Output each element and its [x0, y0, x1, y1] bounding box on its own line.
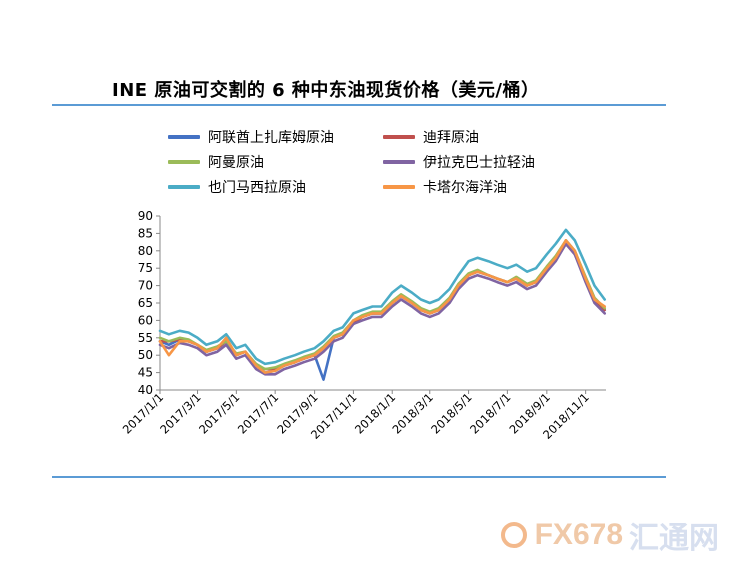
y-tick-label: 70	[138, 279, 153, 293]
series-line-5	[158, 228, 607, 366]
legend-item-3: 阿曼原油	[168, 152, 264, 172]
y-tick-label: 90	[138, 209, 153, 223]
x-tick-label: 2018/7/1	[467, 390, 513, 436]
chart-title: INE 原油可交割的 6 种中东油现货价格（美元/桶）	[112, 80, 540, 101]
y-tick-label: 40	[138, 383, 153, 397]
title-divider	[52, 104, 666, 106]
legend-item-1: 阿联酋上扎库姆原油	[168, 127, 334, 147]
legend-label-5: 也门马西拉原油	[208, 180, 306, 196]
y-tick-label: 65	[138, 296, 153, 310]
y-tick-label: 50	[138, 348, 153, 362]
legend-swatch-2	[383, 135, 415, 139]
legend-item-2: 迪拜原油	[383, 127, 479, 147]
legend-swatch-1	[168, 135, 200, 139]
x-tick-label: 2017/5/1	[196, 390, 242, 436]
watermark-logo-icon	[500, 522, 527, 548]
x-tick-label: 2018/3/1	[389, 390, 435, 436]
y-tick-label: 85	[138, 226, 153, 240]
legend-item-6: 卡塔尔海洋油	[383, 177, 507, 197]
x-tick-label: 2018/5/1	[428, 390, 474, 436]
legend-swatch-3	[168, 160, 200, 164]
legend-swatch-6	[383, 185, 415, 189]
legend-swatch-5	[168, 185, 200, 189]
bottom-divider	[52, 476, 666, 478]
x-tick-label: 2017/3/1	[157, 390, 203, 436]
legend-item-5: 也门马西拉原油	[168, 177, 306, 197]
legend-label-4: 伊拉克巴士拉轻油	[423, 155, 535, 171]
watermark-cn-text: 汇通网	[629, 522, 719, 555]
y-tick-label: 75	[138, 261, 153, 275]
legend-label-1: 阿联酋上扎库姆原油	[208, 130, 334, 146]
series-line-4	[158, 242, 607, 376]
legend-item-4: 伊拉克巴士拉轻油	[383, 152, 535, 172]
watermark: FX678 汇通网	[500, 513, 719, 557]
legend-label-6: 卡塔尔海洋油	[423, 180, 507, 196]
watermark-text: FX678	[534, 518, 623, 551]
y-tick-label: 55	[138, 331, 153, 345]
legend-swatch-4	[383, 160, 415, 164]
x-tick-label: 2017/7/1	[235, 390, 281, 436]
y-tick-label: 60	[138, 313, 153, 327]
legend-label-3: 阿曼原油	[208, 155, 264, 171]
y-tick-label: 80	[138, 244, 153, 258]
legend-label-2: 迪拜原油	[423, 130, 479, 146]
y-tick-label: 45	[138, 366, 153, 380]
series-line-6	[158, 239, 607, 374]
